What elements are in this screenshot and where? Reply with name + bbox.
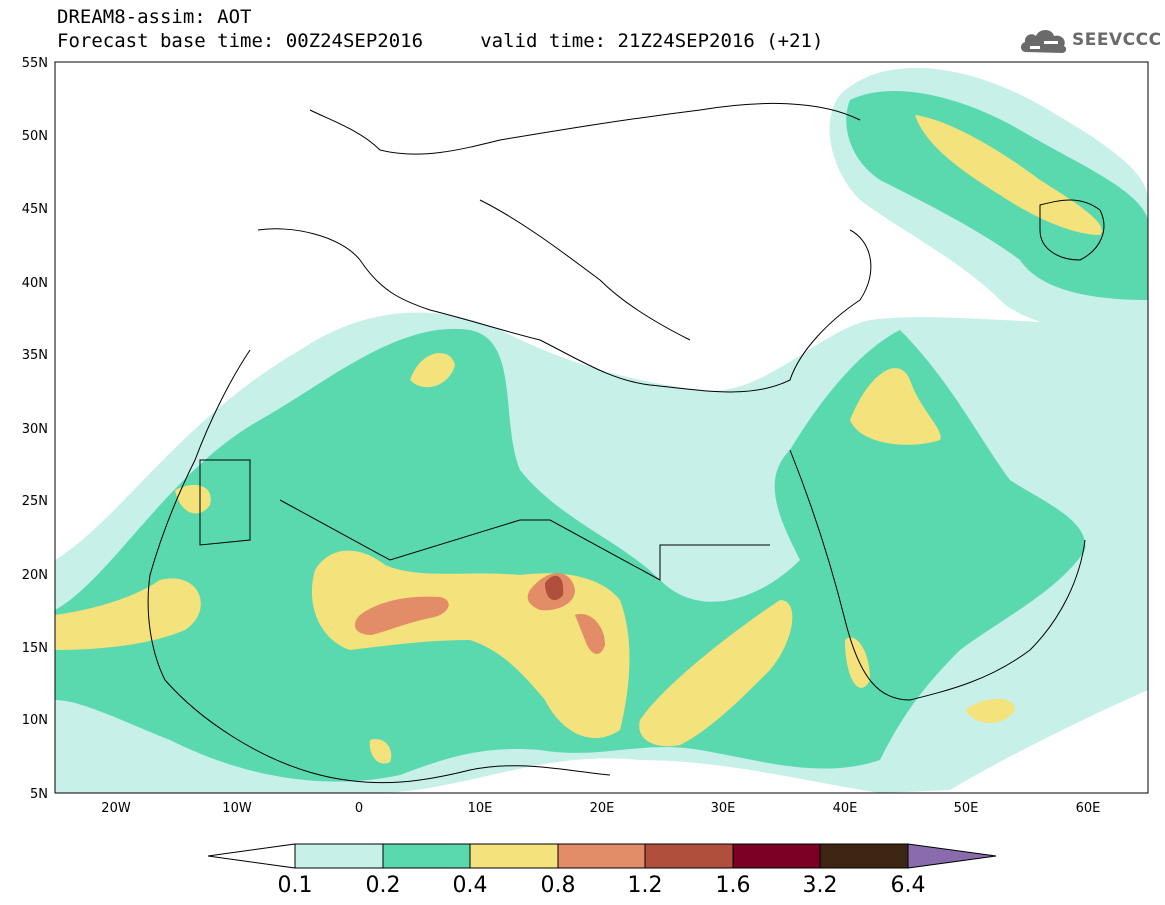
- colorbar-swatch: [557, 843, 646, 869]
- y-tick-label: 5N: [30, 787, 48, 802]
- y-tick-label: 20N: [22, 568, 48, 583]
- colorbar-label: 1.6: [716, 873, 751, 898]
- colorbar-swatch: [382, 843, 471, 869]
- colorbar-label: 0.2: [366, 873, 401, 898]
- y-tick-label: 15N: [22, 641, 48, 656]
- x-axis: 20W 10W 0 10E 20E 30E 40E 50E 60E: [101, 801, 1100, 816]
- colorbar-swatch: [644, 843, 734, 869]
- x-tick-label: 0: [355, 801, 363, 816]
- y-tick-label: 35N: [22, 348, 48, 363]
- map-frame: [54, 61, 1149, 794]
- colorbar-label: 0.1: [278, 873, 313, 898]
- colorbar-swatch: [819, 843, 909, 869]
- colorbar-label: 1.2: [628, 873, 663, 898]
- colorbar-labels: 0.1 0.2 0.4 0.8 1.2 1.6 3.2 6.4: [278, 873, 926, 898]
- seevccc-logo: SEEVCCC: [1018, 24, 1161, 58]
- y-tick-label: 50N: [22, 129, 48, 144]
- x-tick-label: 10E: [468, 801, 493, 816]
- colorbar-label: 0.8: [541, 873, 576, 898]
- colorbar-swatch: [294, 843, 384, 869]
- x-tick-label: 20W: [101, 801, 131, 816]
- logo-text: SEEVCCC: [1072, 30, 1162, 50]
- x-tick-label: 30E: [711, 801, 736, 816]
- cloud-icon: [1020, 30, 1067, 53]
- aot-band-1.2: [545, 575, 564, 601]
- x-tick-label: 60E: [1076, 801, 1101, 816]
- y-tick-label: 55N: [22, 56, 48, 71]
- colorbar-label: 3.2: [803, 873, 838, 898]
- colorbar-low-arrow: [207, 843, 296, 869]
- colorbar: [207, 843, 997, 869]
- colorbar-swatch: [732, 843, 821, 869]
- y-tick-label: 40N: [22, 276, 48, 291]
- coastlines: [147, 102, 1105, 784]
- colorbar-swatch: [469, 843, 559, 869]
- y-tick-label: 30N: [22, 422, 48, 437]
- y-tick-label: 25N: [22, 494, 48, 509]
- forecast-time-line: Forecast base time: 00Z24SEP2016 valid t…: [57, 30, 824, 52]
- colorbar-high-arrow: [907, 843, 997, 869]
- x-tick-label: 20E: [590, 801, 615, 816]
- aot-field: [55, 67, 1148, 793]
- colorbar-label: 6.4: [891, 873, 926, 898]
- y-tick-label: 10N: [22, 713, 48, 728]
- y-axis: 55N 50N 45N 40N 35N 30N 25N 20N 15N 10N …: [22, 56, 48, 802]
- map-title: DREAM8-assim: AOT: [57, 6, 252, 28]
- colorbar-label: 0.4: [453, 873, 488, 898]
- y-tick-label: 45N: [22, 202, 48, 217]
- x-tick-label: 50E: [954, 801, 979, 816]
- x-tick-label: 10W: [222, 801, 252, 816]
- x-tick-label: 40E: [833, 801, 858, 816]
